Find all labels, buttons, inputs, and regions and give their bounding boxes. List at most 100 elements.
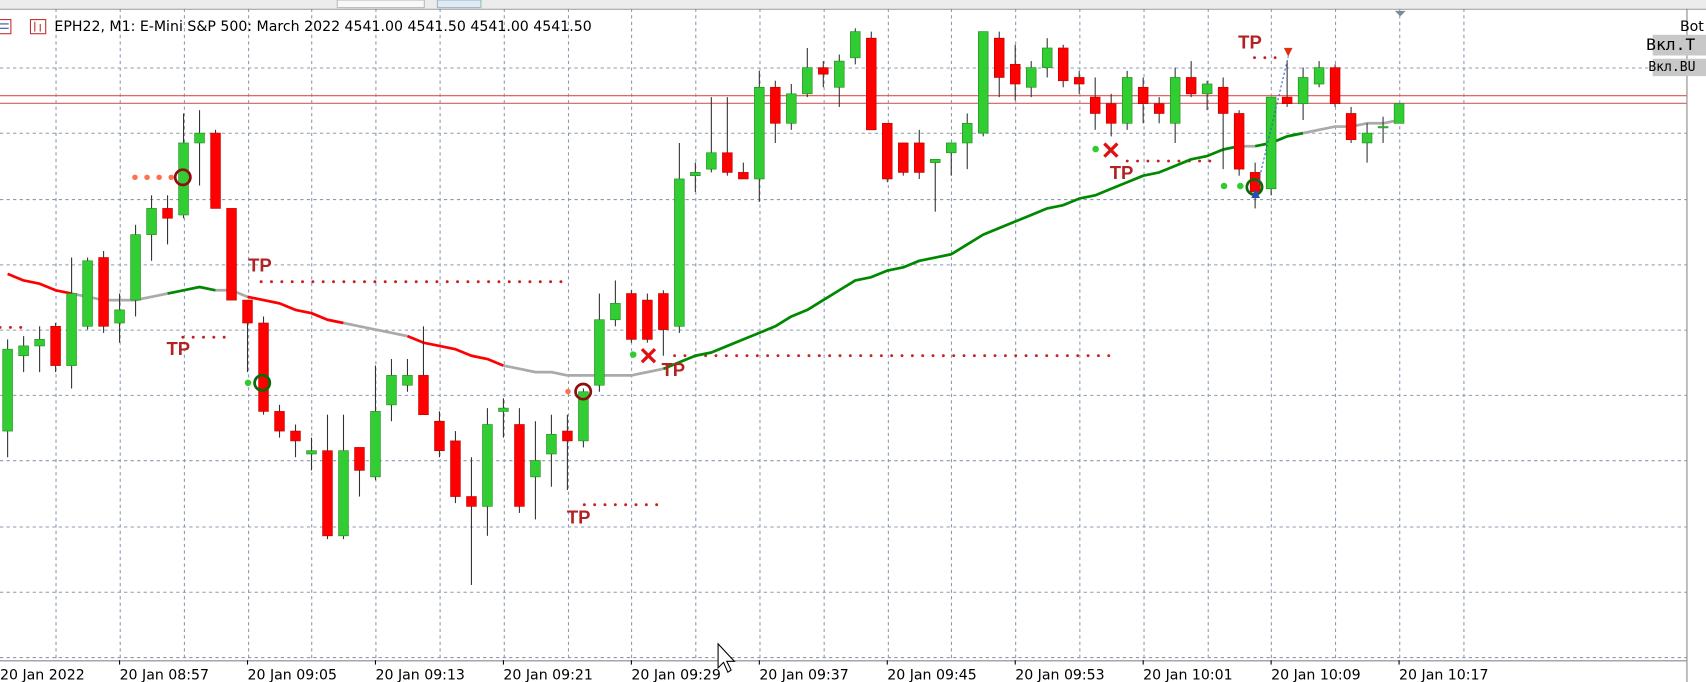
button[interactable]: [1652, 58, 1706, 77]
trade-link: [1257, 56, 1289, 186]
button-label[interactable]: Вкл.BU: [1648, 60, 1695, 75]
candle-body: [1297, 77, 1309, 104]
shift-marker: [1394, 10, 1406, 17]
tab-strip: [0, 0, 1706, 9]
x-tick-label: 20 Jan 10:01: [1143, 667, 1232, 682]
ma-line: [503, 364, 664, 377]
candle-body: [114, 309, 125, 324]
x-tick-label: 20 Jan 09:13: [375, 667, 464, 682]
candle-body: [1329, 67, 1341, 104]
arrow-up: [1251, 189, 1260, 198]
candle-body: [66, 293, 77, 366]
ma-line: [247, 295, 344, 325]
candle-body: [962, 122, 973, 144]
candle-body: [642, 299, 653, 340]
close-cross: [640, 348, 657, 364]
signal-circle: [574, 382, 593, 401]
tab[interactable]: [436, 0, 482, 9]
candle-body: [258, 322, 269, 412]
candle-body: [834, 60, 845, 88]
ma-line: [167, 285, 216, 295]
candle-body: [866, 37, 877, 131]
button-label[interactable]: Вкл.T: [1646, 35, 1695, 54]
candle-body: [354, 447, 365, 471]
candle-body: [34, 339, 45, 347]
candle-body: [178, 142, 189, 216]
signal-dot: [1237, 182, 1244, 190]
toolbar-icons: [0, 19, 47, 35]
candle-body: [466, 496, 477, 507]
x-axis: 20 Jan 2022 20 Jan 08:57 20 Jan 09:05 20 Ja…: [0, 660, 1489, 682]
bot-label: Bot: [1680, 19, 1704, 35]
candle-body: [162, 208, 173, 219]
candle-body: [498, 407, 509, 412]
candle-body: [402, 375, 413, 386]
candle-body: [786, 93, 797, 124]
candle-body: [2, 348, 13, 432]
candle-body: [306, 450, 317, 455]
ma-line: [406, 334, 504, 367]
candle-body: [1345, 113, 1357, 140]
signal-dot: [244, 379, 252, 387]
candle-body: [322, 450, 333, 537]
tab[interactable]: [336, 0, 425, 9]
candle-body: [946, 142, 957, 154]
icon[interactable]: [0, 19, 12, 35]
candle-body: [674, 178, 685, 327]
candle-body: [226, 208, 237, 301]
ma-line: [1254, 131, 1304, 148]
x-tick-label: 20 Jan 08:57: [120, 667, 209, 682]
candle-body: [1313, 67, 1325, 85]
candle-body: [434, 420, 445, 452]
arrow-down: [1283, 47, 1293, 57]
candle-body: [210, 132, 221, 209]
signal-circle: [253, 373, 272, 392]
candle-body: [1201, 83, 1213, 95]
x-tick-label: 20 Jan 09:45: [887, 667, 976, 682]
x-tick-label: 20 Jan 10:09: [1271, 667, 1360, 682]
candle-body: [82, 260, 93, 327]
candle-body: [1185, 77, 1197, 95]
candle-body: [514, 424, 525, 507]
candle-body: [98, 257, 109, 327]
signal-dot: [1220, 182, 1228, 190]
x-tick-label: 20 Jan 09:05: [248, 667, 337, 682]
candle-body: [386, 375, 397, 406]
candle-body: [578, 391, 589, 442]
candle-body: [130, 234, 141, 301]
candle-body: [898, 142, 909, 173]
candle-body: [658, 293, 669, 330]
signal-circle: [173, 168, 192, 187]
candle-body: [1361, 132, 1373, 144]
ma-line: [343, 321, 408, 338]
candle-body: [1169, 77, 1181, 124]
icon[interactable]: [29, 19, 47, 35]
candle-body: [274, 411, 285, 432]
candle-body: [706, 152, 717, 170]
candle-body: [626, 293, 637, 340]
tp-label: TP: [1238, 31, 1262, 52]
candle-body: [1025, 67, 1037, 88]
signal-dot: [1092, 145, 1099, 153]
candle-body: [50, 325, 61, 366]
tp-label: TP: [1110, 162, 1134, 183]
candle-body: [610, 303, 621, 321]
button[interactable]: [1652, 34, 1706, 56]
candle-body: [338, 450, 349, 537]
grid: [0, 8, 1687, 661]
candle-body: [1281, 96, 1293, 104]
candle-body: [850, 31, 861, 59]
symbol-header: EPH22, M1: E-Mini S&P 500: March 2022 45…: [54, 19, 591, 35]
candle-body: [1073, 77, 1085, 85]
x-tick-label: 20 Jan 09:21: [503, 667, 592, 682]
x-tick-label: 20 Jan 09:53: [1015, 667, 1104, 682]
candle-body: [546, 434, 557, 455]
candle-body: [594, 319, 605, 386]
candles: [2, 28, 1405, 585]
candle-body: [450, 440, 461, 497]
annotations: TP TP TP TP TP TP: [166, 31, 1261, 527]
candle-body: [802, 67, 813, 95]
tp-label: TP: [248, 254, 272, 275]
candle-body: [818, 67, 829, 75]
